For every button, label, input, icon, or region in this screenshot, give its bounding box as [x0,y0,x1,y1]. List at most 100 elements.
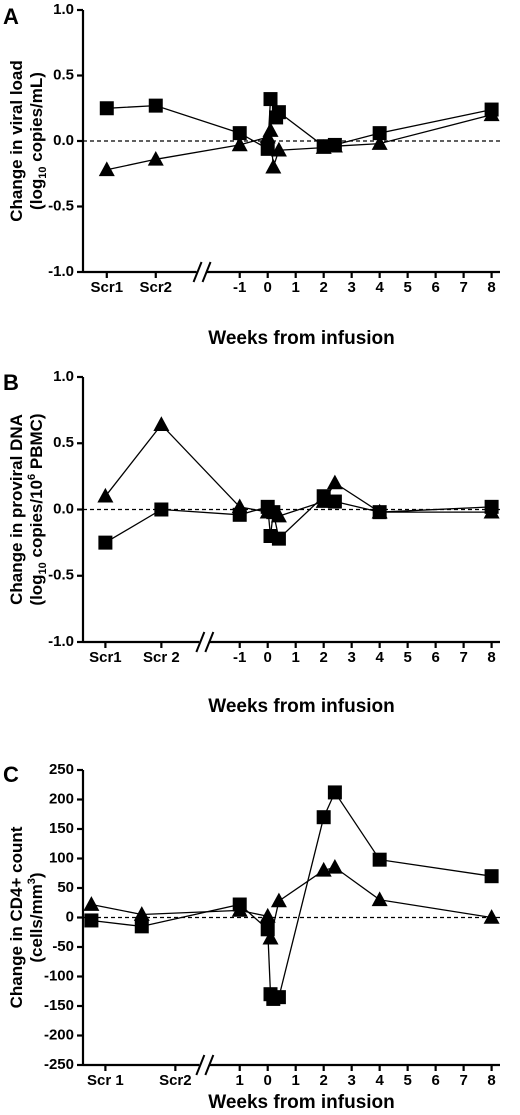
series-line-triangle [106,114,492,171]
data-point-square [99,101,114,116]
y-tick-label: 100 [49,849,74,866]
x-tick-label: 0 [264,1072,272,1089]
series-line-triangle [91,866,492,939]
y-tick-label: 50 [57,879,74,896]
data-point-square [271,531,286,546]
data-point-square [484,869,499,884]
series-line-square [91,791,492,1000]
data-point-square [327,785,342,800]
x-tick-label: 3 [347,649,355,666]
data-point-triangle [326,137,343,153]
panel-label: B [3,370,19,395]
chart-panel-A: A 1.0 0.5 0.0 -0.5 -1.0 Scr1 Scr2 -1 0 1 2 3 4 5 6 7 8 Wee… [3,1,500,349]
data-point-triangle [133,906,150,921]
data-point-square [372,126,387,141]
data-point-triangle [315,139,332,154]
y-tick-label: 150 [49,820,74,837]
y-tick-label: -250 [44,1056,74,1073]
chart-panel-B: B 1.0 0.5 0.0 -0.5 -1.0 Scr1 Scr 2 -1 0 1 2 3 4 5 6 7 8 We… [3,368,500,717]
x-tick-label: 5 [403,279,411,296]
axis-break-gap [196,269,207,275]
x-tick-label: 3 [347,1072,355,1089]
data-point-square [271,990,286,1005]
x-tick-label: Scr2 [139,279,172,296]
x-tick-label: 0 [264,649,272,666]
data-point-triangle [153,416,170,431]
data-point-triangle [270,141,287,157]
data-point-triangle [231,902,248,917]
data-point-triangle [83,896,100,911]
x-axis-label: Weeks from infusion [208,696,395,717]
data-point-triangle [265,158,282,174]
data-point-triangle [231,498,248,514]
data-point-triangle [371,891,388,907]
panel-label: C [3,762,19,787]
y-tick-label: 0.5 [53,434,74,451]
data-point-square [327,494,342,509]
x-tick-label: 8 [487,1072,495,1089]
axis-break-mark [204,631,215,653]
data-point-square [148,98,163,113]
y-tick-label: 0.0 [53,132,74,149]
data-point-square [98,535,113,550]
data-point-triangle [483,909,500,924]
axis-break-mark [195,1054,206,1076]
x-tick-label: 1 [292,1072,300,1089]
y-axis-label: Change in CD4+ count(cells/mm3) [7,826,46,1008]
data-point-triangle [483,503,500,519]
x-tick-label: 4 [375,279,384,296]
axis-break-mark [195,631,206,653]
x-tick-label: Scr1 [91,279,124,296]
axis-break-mark [204,1054,215,1076]
y-tick-label: 200 [49,790,74,807]
y-tick-label: -200 [44,1026,74,1043]
x-tick-label: 6 [431,1072,439,1089]
data-point-triangle [326,858,343,874]
axis-break-mark [201,261,212,283]
x-tick-label: Scr 1 [87,1072,124,1089]
data-point-square [316,810,331,825]
x-tick-label: -1 [233,649,246,666]
axis-break-gap [199,639,210,645]
y-tick-label: -1.0 [48,633,74,650]
data-point-square [84,913,99,928]
series-line-triangle [104,423,492,517]
data-point-square [232,126,247,141]
y-tick-label: -0.5 [48,197,74,214]
y-tick-label: 1.0 [53,368,74,385]
x-axis-label: Weeks from infusion [208,1092,395,1113]
panel-label: A [3,4,19,29]
data-point-triangle [259,907,276,923]
x-tick-label: 1 [292,649,300,666]
data-point-square [134,919,149,934]
x-tick-label: 1 [236,1072,244,1089]
data-point-triangle [483,106,500,122]
data-point-triangle [326,474,343,490]
x-tick-label: 2 [320,1072,328,1089]
data-point-triangle [371,135,388,150]
y-tick-label: 250 [49,761,74,778]
x-tick-label: 4 [375,1072,384,1089]
y-tick-label: -1.0 [48,263,74,280]
x-tick-label: 2 [320,279,328,296]
y-tick-label: -100 [44,967,74,984]
y-tick-label: -0.5 [48,567,74,584]
data-point-triangle [147,150,164,166]
data-point-square [372,852,387,867]
x-tick-label: Scr2 [159,1072,192,1089]
x-tick-label: Scr1 [89,649,122,666]
data-point-triangle [97,487,114,503]
x-tick-label: 0 [264,279,272,296]
y-axis-label: Change in proviral DNA(log10 copies/106 … [7,413,49,605]
data-point-triangle [371,503,388,519]
data-point-triangle [262,929,279,945]
x-tick-label: 8 [487,279,495,296]
data-point-triangle [315,493,332,508]
x-tick-label: 3 [347,279,355,296]
x-tick-label: 6 [431,279,439,296]
axis-break-gap [199,1062,210,1068]
y-axis-label: Change in viral load(log10 copies/mL) [7,60,49,222]
y-tick-label: -150 [44,997,74,1014]
y-tick-label: 0.0 [53,500,74,517]
